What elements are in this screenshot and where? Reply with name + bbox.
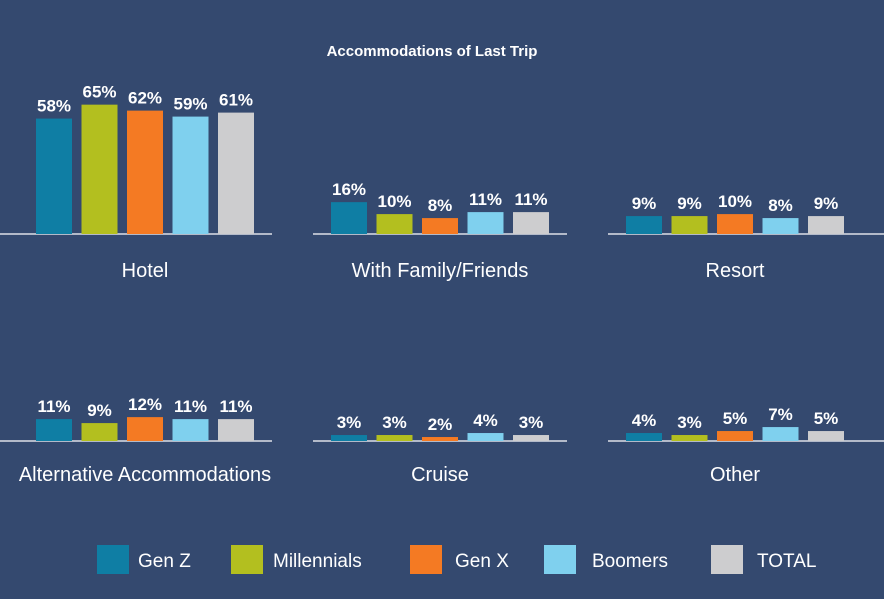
- legend-swatch-total: [711, 545, 743, 574]
- data-label-with-family-friends-millennials: 10%: [377, 192, 411, 211]
- bar-with-family-friends-boomers: [467, 212, 504, 234]
- data-label-alternative-accommodations-millennials: 9%: [87, 401, 112, 420]
- bar-cruise-total: [513, 435, 549, 441]
- bar-other-boomers: [762, 427, 799, 441]
- chart-title: Accommodations of Last Trip: [327, 43, 538, 60]
- data-label-resort-millennials: 9%: [677, 194, 702, 213]
- bar-alternative-accommodations-total: [218, 419, 254, 441]
- data-label-with-family-friends-gen-x: 8%: [428, 196, 453, 215]
- bar-with-family-friends-millennials: [376, 214, 413, 234]
- bar-hotel-boomers: [172, 116, 209, 234]
- data-label-other-total: 5%: [814, 409, 839, 428]
- bar-resort-millennials: [671, 216, 708, 234]
- bar-resort-total: [808, 216, 844, 234]
- category-label-resort: Resort: [706, 260, 765, 282]
- legend-swatch-gen-z: [97, 545, 129, 574]
- bar-other-total: [808, 431, 844, 441]
- data-label-resort-gen-x: 10%: [718, 192, 752, 211]
- bar-cruise-boomers: [467, 433, 504, 441]
- data-label-other-gen-x: 5%: [723, 409, 748, 428]
- legend-label-gen-x: Gen X: [455, 551, 509, 572]
- data-label-with-family-friends-total: 11%: [514, 190, 547, 209]
- bar-cruise-gen-z: [331, 435, 367, 441]
- bar-hotel-total: [218, 112, 254, 234]
- category-label-other: Other: [710, 464, 760, 486]
- legend-swatch-millennials: [231, 545, 263, 574]
- data-label-alternative-accommodations-gen-x: 12%: [128, 395, 162, 414]
- data-label-hotel-millennials: 65%: [82, 83, 116, 102]
- bar-alternative-accommodations-gen-z: [36, 419, 72, 441]
- bar-alternative-accommodations-millennials: [81, 423, 118, 441]
- bar-resort-boomers: [762, 218, 799, 234]
- bar-alternative-accommodations-gen-x: [127, 417, 163, 441]
- bar-cruise-gen-x: [422, 437, 458, 441]
- data-label-other-gen-z: 4%: [632, 411, 657, 430]
- data-label-cruise-total: 3%: [519, 413, 544, 432]
- legend-label-gen-z: Gen Z: [138, 551, 191, 572]
- category-label-alternative-accommodations: Alternative Accommodations: [19, 464, 271, 486]
- legend-label-boomers: Boomers: [592, 551, 668, 572]
- data-label-hotel-boomers: 59%: [173, 95, 207, 114]
- data-label-other-millennials: 3%: [677, 413, 702, 432]
- legend-swatch-boomers: [544, 545, 576, 574]
- bar-alternative-accommodations-boomers: [172, 419, 209, 441]
- legend-label-total: TOTAL: [757, 551, 816, 572]
- data-label-hotel-total: 61%: [219, 91, 253, 110]
- bar-with-family-friends-gen-z: [331, 202, 367, 234]
- data-label-with-family-friends-gen-z: 16%: [332, 180, 366, 199]
- category-label-cruise: Cruise: [411, 464, 469, 486]
- legend-swatch-gen-x: [410, 545, 442, 574]
- data-label-alternative-accommodations-boomers: 11%: [174, 397, 207, 416]
- legend-label-millennials: Millennials: [273, 551, 362, 572]
- bar-other-gen-x: [717, 431, 753, 441]
- category-label-with-family-friends: With Family/Friends: [352, 260, 529, 282]
- data-label-cruise-millennials: 3%: [382, 413, 407, 432]
- data-label-cruise-boomers: 4%: [473, 411, 498, 430]
- bar-hotel-gen-z: [36, 118, 72, 234]
- data-label-hotel-gen-z: 58%: [37, 97, 71, 116]
- bar-cruise-millennials: [376, 435, 413, 441]
- bar-other-gen-z: [626, 433, 662, 441]
- data-label-other-boomers: 7%: [768, 405, 793, 424]
- bar-hotel-gen-x: [127, 110, 163, 234]
- legend: Gen Z Millennials Gen X Boomers TOTAL: [97, 545, 816, 574]
- bar-with-family-friends-total: [513, 212, 549, 234]
- bar-with-family-friends-gen-x: [422, 218, 458, 234]
- bar-hotel-millennials: [81, 104, 118, 235]
- data-label-resort-boomers: 8%: [768, 196, 793, 215]
- data-label-cruise-gen-x: 2%: [428, 415, 453, 434]
- bar-resort-gen-z: [626, 216, 662, 234]
- data-label-alternative-accommodations-total: 11%: [219, 397, 252, 416]
- category-label-hotel: Hotel: [122, 260, 169, 282]
- data-label-hotel-gen-x: 62%: [128, 89, 162, 108]
- data-label-cruise-gen-z: 3%: [337, 413, 362, 432]
- data-label-with-family-friends-boomers: 11%: [469, 190, 502, 209]
- bar-other-millennials: [671, 435, 708, 441]
- plot-area: 58% 65% 62% 59% 61% Hotel 16% 10% 8% 11% 11% With F…: [0, 83, 884, 486]
- data-label-alternative-accommodations-gen-z: 11%: [37, 397, 70, 416]
- data-label-resort-total: 9%: [814, 194, 839, 213]
- data-label-resort-gen-z: 9%: [632, 194, 657, 213]
- bar-resort-gen-x: [717, 214, 753, 234]
